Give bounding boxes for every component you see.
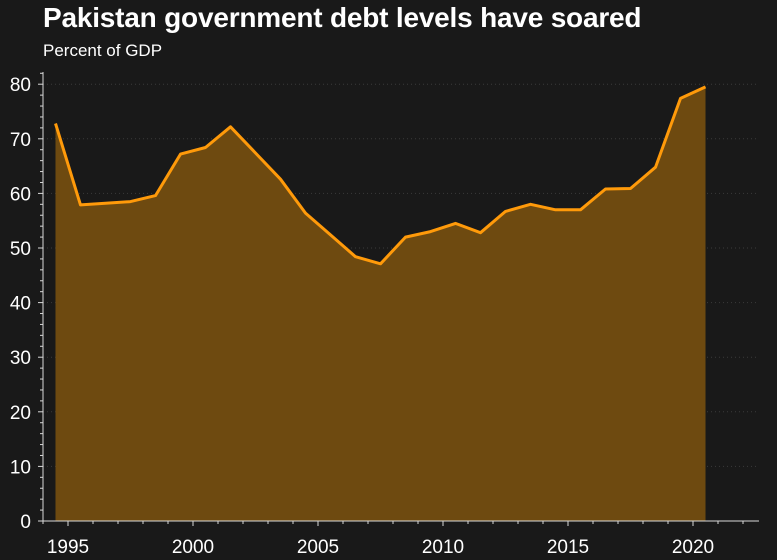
y-tick-label: 50 bbox=[10, 239, 31, 260]
y-axis: 0 10 20 30 40 50 60 70 80 bbox=[10, 72, 44, 533]
y-tick-label: 0 bbox=[20, 512, 31, 533]
y-tick-label: 80 bbox=[10, 75, 31, 96]
chart-title: Pakistan government debt levels have soa… bbox=[43, 2, 642, 33]
y-tick-label: 10 bbox=[10, 457, 31, 478]
x-tick-label: 2005 bbox=[297, 537, 339, 558]
y-tick-label: 20 bbox=[10, 403, 31, 424]
x-tick-label: 2020 bbox=[672, 537, 714, 558]
y-tick-label: 30 bbox=[10, 348, 31, 369]
x-axis: 1995 2000 2005 2010 2015 2020 bbox=[42, 520, 759, 558]
y-tick-label: 60 bbox=[10, 184, 31, 205]
y-tick-label: 40 bbox=[10, 294, 31, 315]
debt-area-fill bbox=[55, 86, 706, 522]
x-tick-label: 1995 bbox=[47, 537, 89, 558]
x-tick-label: 2000 bbox=[172, 537, 214, 558]
y-tick-label: 70 bbox=[10, 130, 31, 151]
x-tick-label: 2015 bbox=[547, 537, 589, 558]
debt-line bbox=[54, 85, 707, 266]
chart-subtitle: Percent of GDP bbox=[43, 41, 163, 60]
x-tick-label: 2010 bbox=[422, 537, 464, 558]
